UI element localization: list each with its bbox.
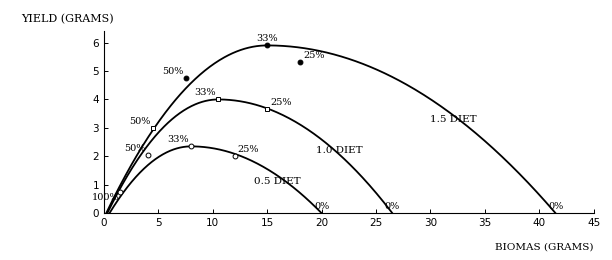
Text: 33%: 33%	[256, 34, 278, 43]
Text: 33%: 33%	[167, 135, 189, 144]
Text: 25%: 25%	[238, 145, 259, 154]
Text: 25%: 25%	[303, 51, 324, 60]
Text: 100%: 100%	[92, 193, 119, 202]
Text: 50%: 50%	[162, 67, 184, 76]
Text: BIOMAS (GRAMS): BIOMAS (GRAMS)	[495, 242, 594, 251]
Text: 1.5 DIET: 1.5 DIET	[430, 115, 477, 124]
Text: 0%: 0%	[548, 202, 563, 211]
Text: YIELD (GRAMS): YIELD (GRAMS)	[21, 14, 113, 24]
Text: 50%: 50%	[124, 144, 146, 153]
Text: 33%: 33%	[195, 88, 216, 97]
Text: 0%: 0%	[385, 202, 400, 211]
Text: 1.0 DIET: 1.0 DIET	[316, 146, 363, 155]
Text: 50%: 50%	[130, 117, 151, 126]
Text: 0.5 DIET: 0.5 DIET	[254, 177, 301, 186]
Text: 25%: 25%	[271, 98, 292, 107]
Text: 0%: 0%	[314, 202, 329, 211]
